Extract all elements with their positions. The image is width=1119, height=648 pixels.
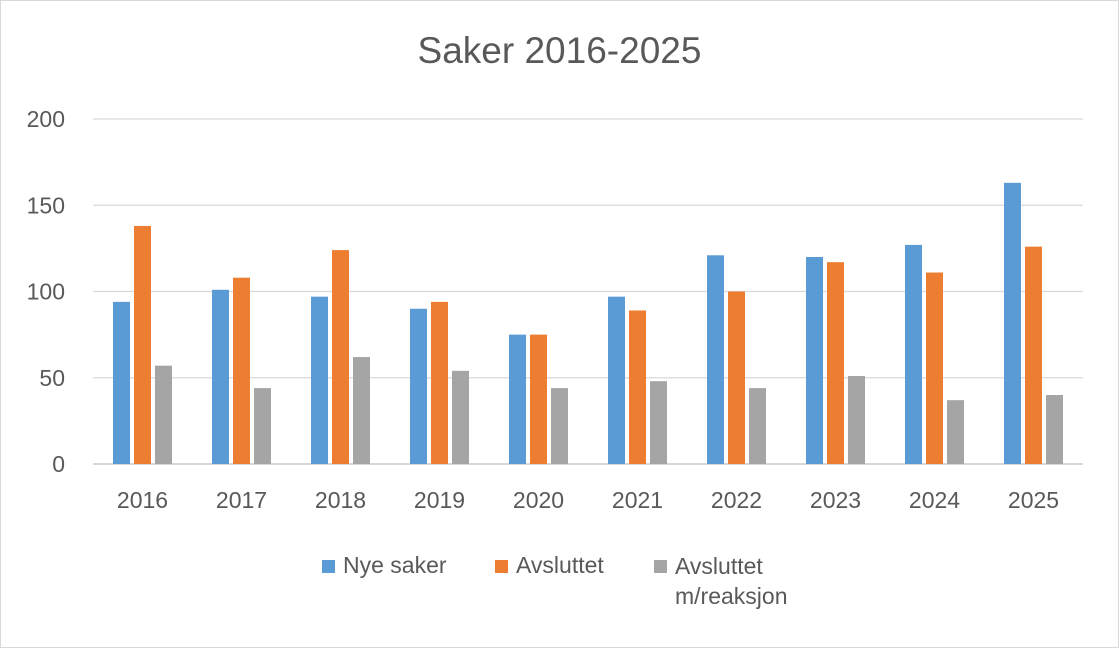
legend-swatch — [654, 560, 667, 573]
x-tick-label: 2016 — [117, 487, 168, 513]
bar-avsluttet-m-reaksjon-2020 — [551, 388, 568, 464]
bar-nye-saker-2017 — [212, 289, 229, 464]
bar-avsluttet-m-reaksjon-2022 — [749, 388, 766, 464]
x-tick-label: 2018 — [315, 487, 366, 513]
y-tick-label: 0 — [52, 451, 65, 477]
bar-nye-saker-2022 — [707, 255, 724, 464]
bar-nye-saker-2020 — [509, 334, 526, 464]
x-tick-label: 2020 — [513, 487, 564, 513]
bar-avsluttet-2017 — [233, 277, 250, 464]
y-tick-label: 100 — [27, 279, 65, 305]
bar-avsluttet-m-reaksjon-2017 — [254, 388, 271, 464]
legend-item-avsluttet-m-reaksjon: Avsluttet m/reaksjon — [654, 552, 825, 611]
bar-nye-saker-2019 — [410, 308, 427, 464]
legend-label: Avsluttet — [516, 552, 604, 578]
bar-nye-saker-2016 — [113, 301, 130, 464]
x-tick-label: 2017 — [216, 487, 267, 513]
bar-nye-saker-2018 — [311, 296, 328, 464]
bar-nye-saker-2025 — [1004, 182, 1021, 464]
x-tick-label: 2025 — [1008, 487, 1059, 513]
bar-avsluttet-2019 — [431, 301, 448, 464]
legend-item-avsluttet: Avsluttet — [495, 552, 604, 579]
x-tick-label: 2024 — [909, 487, 960, 513]
bar-avsluttet-2025 — [1025, 246, 1042, 464]
bar-avsluttet-m-reaksjon-2025 — [1046, 395, 1063, 464]
legend-swatch — [495, 560, 508, 573]
bar-avsluttet-2021 — [629, 310, 646, 464]
bar-avsluttet-m-reaksjon-2023 — [848, 376, 865, 464]
bar-avsluttet-2023 — [827, 262, 844, 464]
bar-avsluttet-m-reaksjon-2018 — [353, 357, 370, 464]
x-tick-label: 2021 — [612, 487, 663, 513]
legend-label: Nye saker — [343, 552, 447, 578]
x-tick-label: 2023 — [810, 487, 861, 513]
bar-avsluttet-m-reaksjon-2016 — [155, 365, 172, 464]
x-tick-label: 2019 — [414, 487, 465, 513]
legend-swatch — [322, 560, 335, 573]
legend-item-nye-saker: Nye saker — [322, 552, 447, 579]
bar-avsluttet-2024 — [926, 272, 943, 464]
y-tick-label: 50 — [39, 365, 65, 391]
y-tick-label: 200 — [27, 106, 65, 132]
bar-avsluttet-2022 — [728, 291, 745, 464]
bar-avsluttet-2016 — [134, 225, 151, 464]
y-tick-label: 150 — [27, 192, 65, 218]
legend-label: Avsluttet m/reaksjon — [675, 553, 788, 609]
bar-avsluttet-m-reaksjon-2021 — [650, 381, 667, 464]
bar-avsluttet-2018 — [332, 250, 349, 464]
bar-nye-saker-2021 — [608, 296, 625, 464]
bar-nye-saker-2024 — [905, 244, 922, 464]
bar-avsluttet-m-reaksjon-2024 — [947, 400, 964, 464]
bar-nye-saker-2023 — [806, 257, 823, 464]
bar-avsluttet-2020 — [530, 334, 547, 464]
x-tick-label: 2022 — [711, 487, 762, 513]
bar-avsluttet-m-reaksjon-2019 — [452, 370, 469, 464]
chart-title: Saker 2016-2025 — [417, 30, 702, 71]
